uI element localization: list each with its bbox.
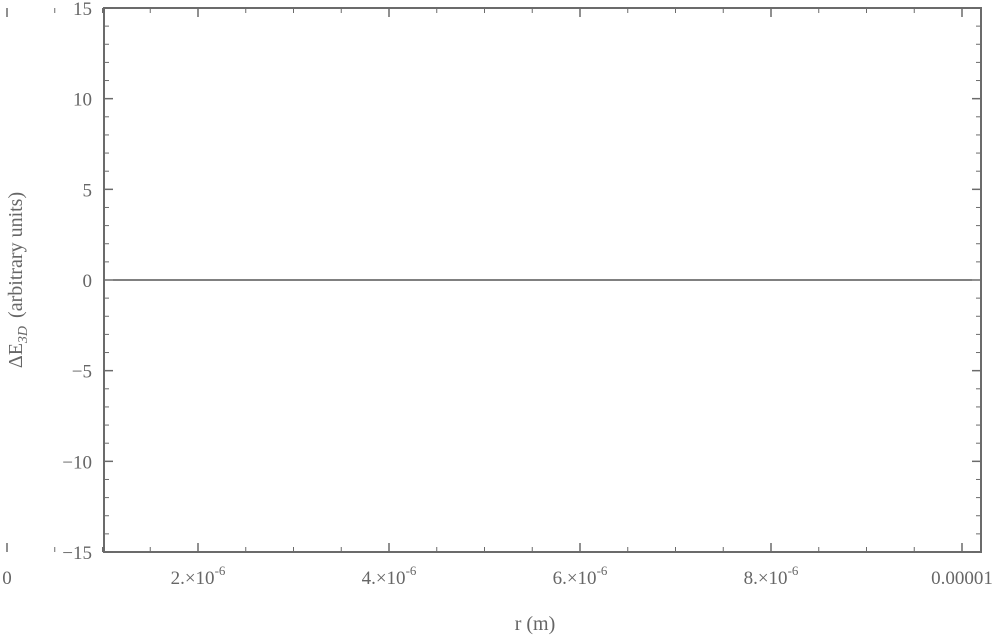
y-tick-label: 15 <box>73 0 92 20</box>
x-axis-label: r (m) <box>515 613 556 635</box>
x-tick-label: 0 <box>2 568 12 589</box>
x-tick-mantissa: 2. <box>171 568 185 589</box>
y-tick-label: 5 <box>83 180 93 201</box>
y-axis-label: ΔE3D (arbitrary units) <box>5 192 31 368</box>
x-tick-times: ×10 <box>567 568 597 589</box>
y-tick-label: 0 <box>83 271 93 292</box>
x-tick-label: 4.×10-6 <box>362 563 417 589</box>
x-tick-times: ×10 <box>185 568 215 589</box>
x-tick-mantissa: 4. <box>362 568 376 589</box>
y-tick-label: −5 <box>72 362 92 383</box>
x-tick-exponent: -6 <box>788 563 799 578</box>
x-tick-times: ×10 <box>376 568 406 589</box>
y-axis-label-units: (arbitrary units) <box>5 192 27 318</box>
x-tick-label: 6.×10-6 <box>553 563 608 589</box>
x-tick-mantissa: 8. <box>744 568 758 589</box>
x-tick-label: 0.00001 <box>931 568 993 589</box>
y-tick-label: 10 <box>73 90 92 111</box>
y-axis-label-symbol: ΔE <box>5 343 27 368</box>
x-tick-mantissa: 6. <box>553 568 567 589</box>
y-tick-label: −15 <box>62 543 92 564</box>
x-tick-label: 8.×10-6 <box>744 563 799 589</box>
x-tick-exponent: -6 <box>215 563 226 578</box>
x-tick-times: ×10 <box>758 568 788 589</box>
x-tick-exponent: -6 <box>597 563 608 578</box>
y-tick-label: −10 <box>62 452 92 473</box>
x-tick-label: 2.×10-6 <box>171 563 226 589</box>
y-axis-label-subscript: 3D <box>16 326 31 344</box>
x-tick-exponent: -6 <box>406 563 417 578</box>
